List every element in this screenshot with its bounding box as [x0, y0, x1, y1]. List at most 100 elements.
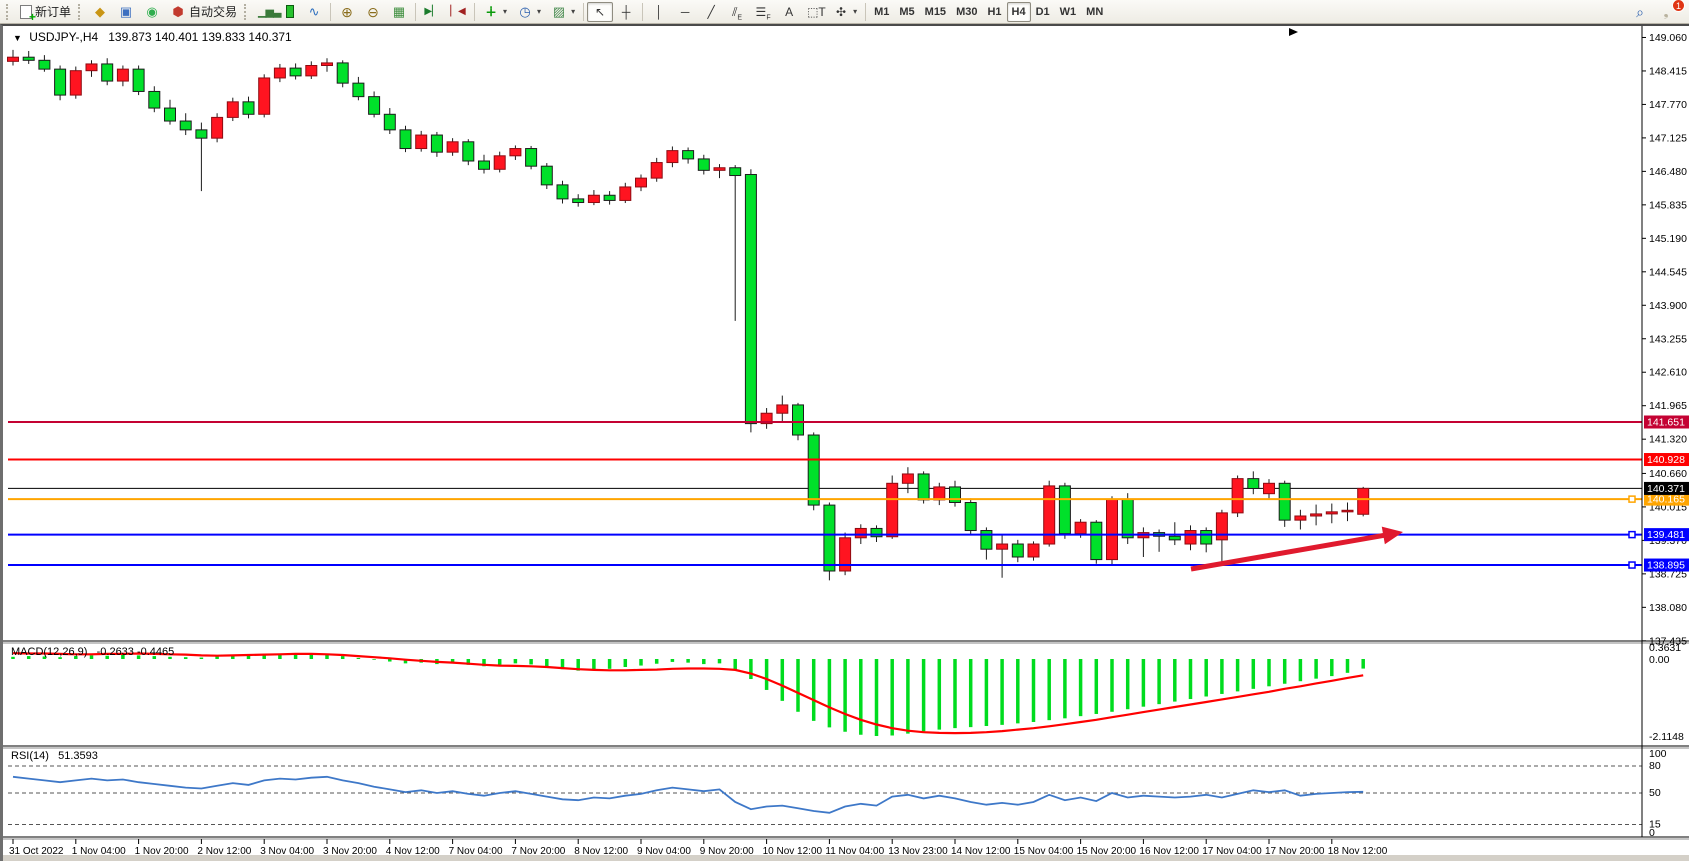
- svg-text:1 Nov 04:00: 1 Nov 04:00: [72, 846, 126, 857]
- svg-text:141.320: 141.320: [1649, 434, 1687, 446]
- svg-text:0.3631: 0.3631: [1649, 642, 1681, 654]
- horizontal-line-button[interactable]: ─: [672, 2, 698, 22]
- text-button[interactable]: A: [776, 2, 802, 22]
- tile-windows-button[interactable]: ▦: [386, 2, 412, 22]
- svg-text:149.060: 149.060: [1649, 32, 1687, 44]
- zoom-in-button[interactable]: ⊕: [334, 2, 360, 22]
- trend-arrow-head: [1381, 526, 1403, 545]
- svg-text:17 Nov 20:00: 17 Nov 20:00: [1265, 846, 1325, 857]
- svg-text:18 Nov 12:00: 18 Nov 12:00: [1328, 846, 1388, 857]
- svg-text:138.895: 138.895: [1647, 560, 1685, 572]
- svg-text:14 Nov 12:00: 14 Nov 12:00: [951, 846, 1011, 857]
- svg-text:140.371: 140.371: [1647, 483, 1685, 495]
- svg-text:31 Oct 2022: 31 Oct 2022: [9, 846, 64, 857]
- tf-button-H1[interactable]: H1: [987, 5, 1002, 18]
- paint-button[interactable]: ◆: [87, 2, 113, 22]
- chat-badge: 1: [1672, 0, 1685, 12]
- templates-button[interactable]: ▨ ▾: [552, 3, 576, 19]
- bar-chart-button[interactable]: ▁▅▃: [253, 2, 281, 22]
- svg-text:17 Nov 04:00: 17 Nov 04:00: [1202, 846, 1262, 857]
- rsi-line: [12, 775, 1364, 814]
- chat-button[interactable]: ❟ 1: [1653, 0, 1685, 22]
- text-label-button[interactable]: ⬚T: [802, 2, 828, 22]
- line-handle: [1628, 561, 1636, 569]
- new-order-label: 新订单: [35, 5, 72, 19]
- tf-button-D1[interactable]: D1: [1035, 5, 1050, 18]
- tf-button-W1[interactable]: W1: [1059, 5, 1077, 18]
- svg-text:138.080: 138.080: [1649, 602, 1687, 614]
- svg-text:15: 15: [1649, 819, 1661, 831]
- toolbar-grip[interactable]: [244, 3, 248, 20]
- svg-text:8 Nov 12:00: 8 Nov 12:00: [574, 846, 628, 857]
- svg-text:4 Nov 12:00: 4 Nov 12:00: [386, 846, 440, 857]
- periods-button[interactable]: ◷ ▾: [512, 2, 546, 22]
- tf-button-M5[interactable]: M5: [899, 5, 915, 18]
- toolbar-grip[interactable]: [78, 3, 82, 20]
- autotrade-icon: ⬢: [172, 3, 184, 19]
- autotrade-button[interactable]: ⬢ 自动交易: [165, 2, 242, 22]
- new-order-button[interactable]: + 新订单: [15, 2, 76, 23]
- svg-text:140.165: 140.165: [1647, 494, 1685, 506]
- macd-layer: [11, 653, 1365, 736]
- svg-text:137.435: 137.435: [1649, 635, 1687, 647]
- chart-shift-icon: ▏◀: [450, 5, 466, 17]
- svg-text:7 Nov 20:00: 7 Nov 20:00: [511, 846, 565, 857]
- svg-text:143.255: 143.255: [1649, 333, 1687, 345]
- trendline-button[interactable]: ╱: [698, 2, 724, 22]
- cursor-button[interactable]: ↖: [587, 1, 614, 22]
- price-label: [1644, 492, 1689, 506]
- svg-text:9 Nov 04:00: 9 Nov 04:00: [637, 846, 691, 857]
- svg-text:141.651: 141.651: [1647, 417, 1685, 429]
- chat-icon: ❟: [1663, 3, 1669, 19]
- tf-button-H4[interactable]: H4: [1006, 1, 1031, 22]
- timeframe-bar: M1 M5 M15 M30 H1 H4 D1 W1 MN: [869, 1, 1108, 22]
- candlestick-chart-icon: [286, 5, 295, 18]
- price-label: [1644, 481, 1689, 495]
- svg-text:141.965: 141.965: [1649, 400, 1687, 412]
- channel-button[interactable]: ⫽E: [724, 2, 750, 22]
- tile-windows-icon: ▦: [392, 3, 406, 19]
- zoom-in-icon: ⊕: [341, 3, 353, 20]
- auto-scroll-button[interactable]: ▶▏: [419, 2, 445, 22]
- signal-icon: ◉: [146, 3, 158, 19]
- profile-button[interactable]: ▣: [113, 2, 139, 22]
- vertical-line-button[interactable]: │: [646, 2, 672, 22]
- svg-text:100: 100: [1649, 748, 1667, 760]
- tf-button-MN[interactable]: MN: [1086, 5, 1104, 18]
- svg-text:15 Nov 20:00: 15 Nov 20:00: [1077, 846, 1137, 857]
- candlestick-chart-button[interactable]: [279, 2, 301, 22]
- horizontal-line-icon: ─: [680, 4, 690, 19]
- cursor-icon: ↖: [595, 4, 606, 19]
- search-button[interactable]: ⌕: [1627, 2, 1653, 22]
- svg-text:147.770: 147.770: [1649, 99, 1687, 111]
- tf-button-M15[interactable]: M15: [924, 5, 947, 18]
- crosshair-button[interactable]: ┼: [613, 2, 639, 22]
- arrows-button[interactable]: ✣ ▾: [828, 2, 862, 22]
- svg-text:13 Nov 23:00: 13 Nov 23:00: [888, 846, 948, 857]
- zoom-out-button[interactable]: ⊖: [360, 2, 386, 22]
- line-chart-button[interactable]: ∿: [301, 2, 327, 22]
- svg-text:3 Nov 20:00: 3 Nov 20:00: [323, 846, 377, 857]
- vertical-line-icon: │: [655, 4, 663, 19]
- signal-button[interactable]: ◉: [139, 2, 165, 22]
- fibonacci-button[interactable]: ☰F: [750, 2, 776, 22]
- autotrade-label: 自动交易: [189, 5, 238, 19]
- tf-button-M30[interactable]: M30: [956, 5, 978, 18]
- templates-icon: ▨: [552, 3, 566, 19]
- svg-text:15 Nov 04:00: 15 Nov 04:00: [1014, 846, 1074, 857]
- price-label: [1644, 558, 1689, 572]
- indicators-button[interactable]: ∔ ▾: [478, 2, 512, 22]
- indicators-icon: ∔: [485, 3, 497, 19]
- new-order-icon: +: [20, 4, 36, 23]
- tf-button-M1[interactable]: M1: [874, 5, 890, 18]
- svg-text:140.928: 140.928: [1647, 454, 1685, 466]
- price-label: [1644, 453, 1689, 467]
- toolbar-grip[interactable]: [6, 3, 10, 20]
- svg-text:143.900: 143.900: [1649, 300, 1687, 312]
- svg-text:7 Nov 04:00: 7 Nov 04:00: [449, 846, 503, 857]
- candles-layer: [7, 49, 1370, 581]
- chart-canvas[interactable]: 149.060 148.415 147.770 147.125 146.480 145.8…: [3, 26, 1689, 861]
- svg-text:145.190: 145.190: [1649, 233, 1687, 245]
- line-handle: [1628, 495, 1636, 503]
- chart-shift-button[interactable]: ▏◀: [445, 2, 471, 22]
